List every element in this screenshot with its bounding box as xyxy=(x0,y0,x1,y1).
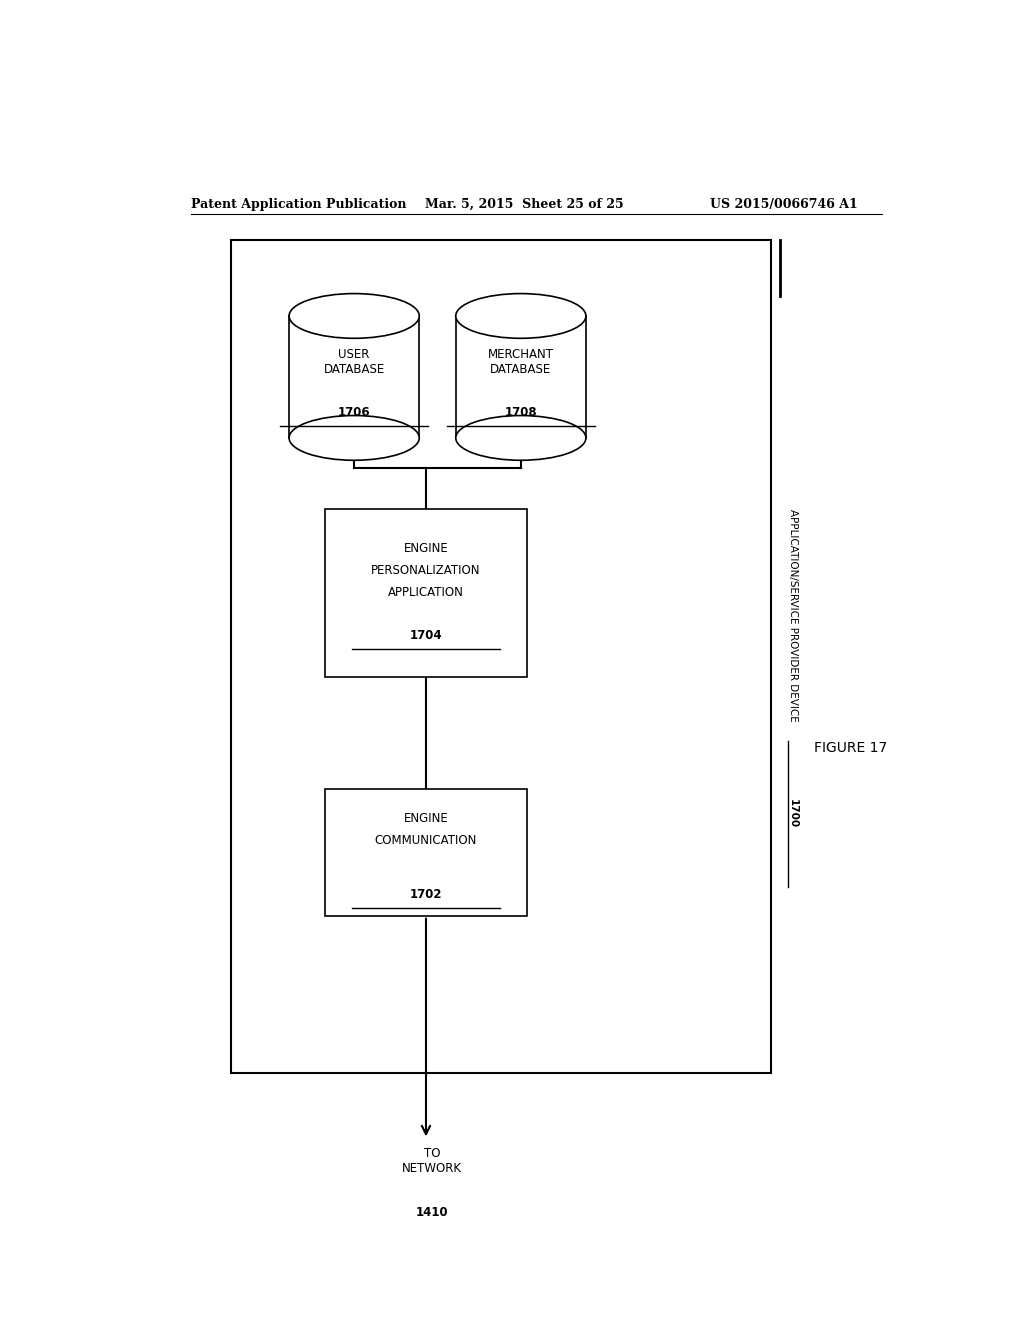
Text: 1708: 1708 xyxy=(505,407,538,418)
Text: 1706: 1706 xyxy=(338,407,371,418)
Bar xyxy=(325,510,527,677)
Bar xyxy=(325,788,527,916)
Ellipse shape xyxy=(289,293,419,338)
Bar xyxy=(289,315,419,438)
Text: Mar. 5, 2015  Sheet 25 of 25: Mar. 5, 2015 Sheet 25 of 25 xyxy=(426,198,624,211)
Text: USER
DATABASE: USER DATABASE xyxy=(324,347,385,376)
Ellipse shape xyxy=(456,416,586,461)
Text: MERCHANT
DATABASE: MERCHANT DATABASE xyxy=(487,347,554,376)
Text: ENGINE: ENGINE xyxy=(403,812,449,825)
Text: TO
NETWORK: TO NETWORK xyxy=(402,1147,463,1175)
Text: 1704: 1704 xyxy=(410,630,442,642)
Text: Patent Application Publication: Patent Application Publication xyxy=(191,198,407,211)
Text: ENGINE: ENGINE xyxy=(403,541,449,554)
Text: APPLICATION/SERVICE PROVIDER DEVICE: APPLICATION/SERVICE PROVIDER DEVICE xyxy=(788,510,798,722)
Text: 1410: 1410 xyxy=(416,1206,449,1220)
Text: PERSONALIZATION: PERSONALIZATION xyxy=(372,564,480,577)
Ellipse shape xyxy=(289,416,419,461)
Text: 1700: 1700 xyxy=(788,800,798,829)
Ellipse shape xyxy=(456,293,586,338)
Bar xyxy=(456,315,586,438)
Text: FIGURE 17: FIGURE 17 xyxy=(813,741,887,755)
Text: 1702: 1702 xyxy=(410,888,442,902)
Bar xyxy=(231,240,771,1073)
Text: COMMUNICATION: COMMUNICATION xyxy=(375,834,477,847)
Text: US 2015/0066746 A1: US 2015/0066746 A1 xyxy=(711,198,858,211)
Text: APPLICATION: APPLICATION xyxy=(388,586,464,599)
